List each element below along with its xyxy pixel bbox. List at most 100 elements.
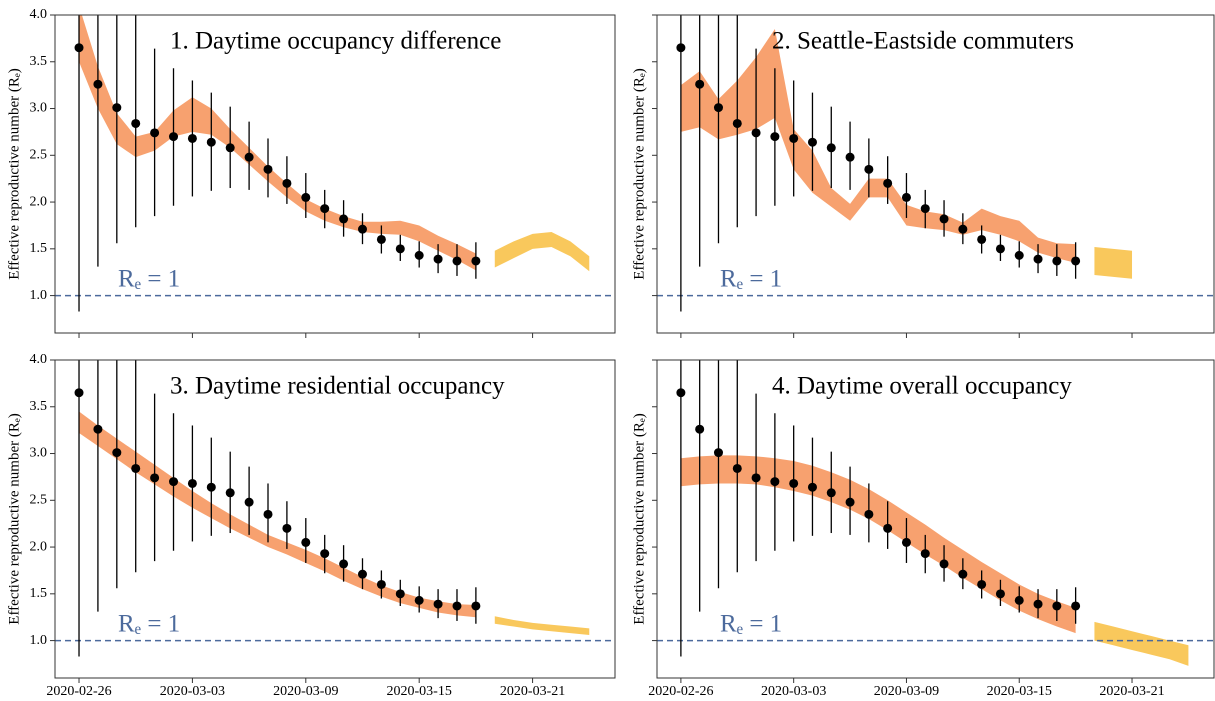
estimate-point [901,192,911,202]
estimate-point [770,132,780,142]
estimate-point [150,128,160,138]
estimate-point [939,559,949,569]
panel: Rₑ = 1 1.0 1.5 2.0 2.5 3.0 3.5 4.0 2020-02-26 202… [6,352,616,699]
panel: Rₑ = 1 2. Seattle-Eastside commuters Effec… [631,14,1215,338]
estimate-point [187,478,197,488]
x-tick-label: 2020-03-09 [273,684,338,699]
estimate-point [263,164,273,174]
estimate-point [452,256,462,266]
forecast-band [494,231,590,272]
estimate-point [732,463,742,473]
estimate-point [282,523,292,533]
y-tick-label: 1.0 [30,633,48,648]
estimate-point [282,178,292,188]
estimate-point [93,79,103,89]
estimate-point [395,589,405,599]
estimate-point [93,424,103,434]
x-tick-label: 2020-03-21 [500,684,565,699]
estimate-point [977,579,987,589]
estimate-point [676,43,686,53]
panel-title: 1. Daytime occupancy difference [170,28,501,55]
y-axis-label: Effective reproductive number (Rₑ) [6,413,22,624]
estimate-point [471,256,481,266]
estimate-point [131,463,141,473]
reference-label: Rₑ = 1 [720,265,782,292]
estimate-point [433,254,443,264]
axes-frame [656,14,1215,334]
estimate-point [939,214,949,224]
fit-band [79,15,476,271]
estimate-point [864,509,874,519]
panel-title: 4. Daytime overall occupancy [772,373,1072,400]
estimate-point [131,118,141,128]
estimate-point [206,137,216,147]
axes-frame [54,359,616,679]
fit-band [79,411,476,618]
forecast-band [494,616,590,635]
estimate-point [471,601,481,611]
y-tick-label: 1.5 [30,241,48,256]
reference-label: Rₑ = 1 [118,265,180,292]
panel-title: 2. Seattle-Eastside commuters [772,28,1074,55]
estimate-point [845,497,855,507]
x-tick-label: 2020-03-09 [874,684,939,699]
estimate-point [713,103,723,113]
y-tick-label: 2.0 [30,194,48,209]
estimate-point [112,448,122,458]
estimate-point [751,128,761,138]
y-tick-label: 2.0 [30,539,48,554]
estimate-point [977,234,987,244]
estimate-point [901,537,911,547]
y-axis-label: Effective reproductive number (Rₑ) [6,68,22,279]
estimate-point [187,133,197,143]
plot-area [657,360,1214,666]
estimate-point [1014,250,1024,260]
estimate-point [920,549,930,559]
estimate-point [320,549,330,559]
estimate-point [376,234,386,244]
estimate-point [225,488,235,498]
y-tick-label: 3.0 [30,101,48,116]
estimate-point [301,537,311,547]
panel: Rₑ = 1 2020-02-26 2020-03-03 2020-03-09 2020… [631,359,1215,699]
forecast-band [1094,621,1189,666]
y-tick-label: 4.0 [30,352,48,367]
estimate-point [807,137,817,147]
estimate-point [958,224,968,234]
estimate-point [1052,256,1062,266]
estimate-point [826,488,836,498]
estimate-point [883,178,893,188]
estimate-point [357,224,367,234]
axes-frame [54,14,616,334]
x-tick-label: 2020-03-21 [1099,684,1164,699]
y-tick-label: 2.5 [30,148,48,163]
estimate-point [414,595,424,605]
estimate-point [301,192,311,202]
reference-label: Rₑ = 1 [118,610,180,637]
estimate-point [225,143,235,153]
x-tick-label: 2020-03-03 [160,684,225,699]
estimate-point [695,424,705,434]
y-tick-label: 1.0 [30,288,48,303]
estimate-point [206,482,216,492]
estimate-point [244,497,254,507]
estimate-point [395,244,405,254]
estimate-point [414,250,424,260]
estimate-point [1071,256,1081,266]
estimate-point [376,579,386,589]
plot-area [657,15,1214,312]
estimate-point [320,204,330,214]
fit-band [680,455,1076,634]
estimate-point [1033,599,1043,609]
estimate-point [339,214,349,224]
estimate-point [695,79,705,89]
estimate-point [807,482,817,492]
plot-area [55,15,615,312]
estimate-point [150,473,160,483]
estimate-point [958,569,968,579]
estimate-point [845,152,855,162]
estimate-point [1033,254,1043,264]
y-tick-label: 1.5 [30,586,48,601]
y-tick-label: 3.0 [30,446,48,461]
estimate-point [452,601,462,611]
